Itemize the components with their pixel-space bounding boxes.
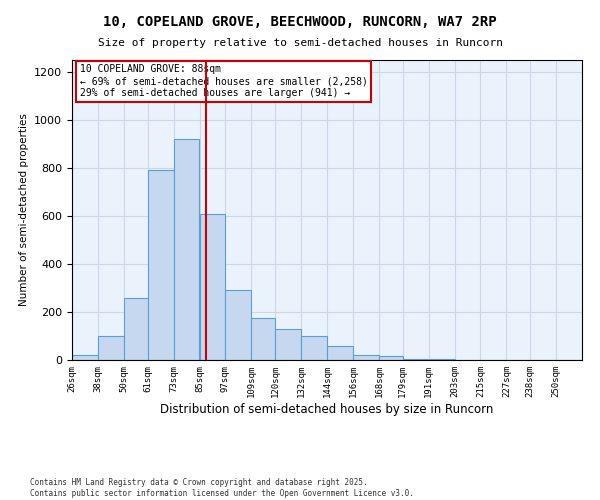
Bar: [428, 359, 455, 360]
Text: Size of property relative to semi-detached houses in Runcorn: Size of property relative to semi-detach…: [97, 38, 503, 48]
Bar: [199, 214, 226, 360]
Bar: [72, 355, 98, 360]
Text: Contains HM Land Registry data © Crown copyright and database right 2025.
Contai: Contains HM Land Registry data © Crown c…: [30, 478, 414, 498]
Bar: [98, 336, 124, 360]
Bar: [353, 355, 379, 360]
Bar: [124, 298, 148, 360]
Text: 10, COPELAND GROVE, BEECHWOOD, RUNCORN, WA7 2RP: 10, COPELAND GROVE, BEECHWOOD, RUNCORN, …: [103, 15, 497, 29]
X-axis label: Distribution of semi-detached houses by size in Runcorn: Distribution of semi-detached houses by …: [160, 402, 494, 415]
Y-axis label: Number of semi-detached properties: Number of semi-detached properties: [19, 114, 29, 306]
Bar: [379, 356, 403, 360]
Bar: [275, 329, 301, 360]
Bar: [327, 346, 353, 360]
Bar: [301, 336, 327, 360]
Bar: [403, 359, 428, 360]
Bar: [148, 170, 173, 360]
Text: 10 COPELAND GROVE: 88sqm
← 69% of semi-detached houses are smaller (2,258)
29% o: 10 COPELAND GROVE: 88sqm ← 69% of semi-d…: [80, 64, 368, 98]
Bar: [226, 290, 251, 360]
Bar: [173, 139, 199, 360]
Bar: [251, 318, 275, 360]
